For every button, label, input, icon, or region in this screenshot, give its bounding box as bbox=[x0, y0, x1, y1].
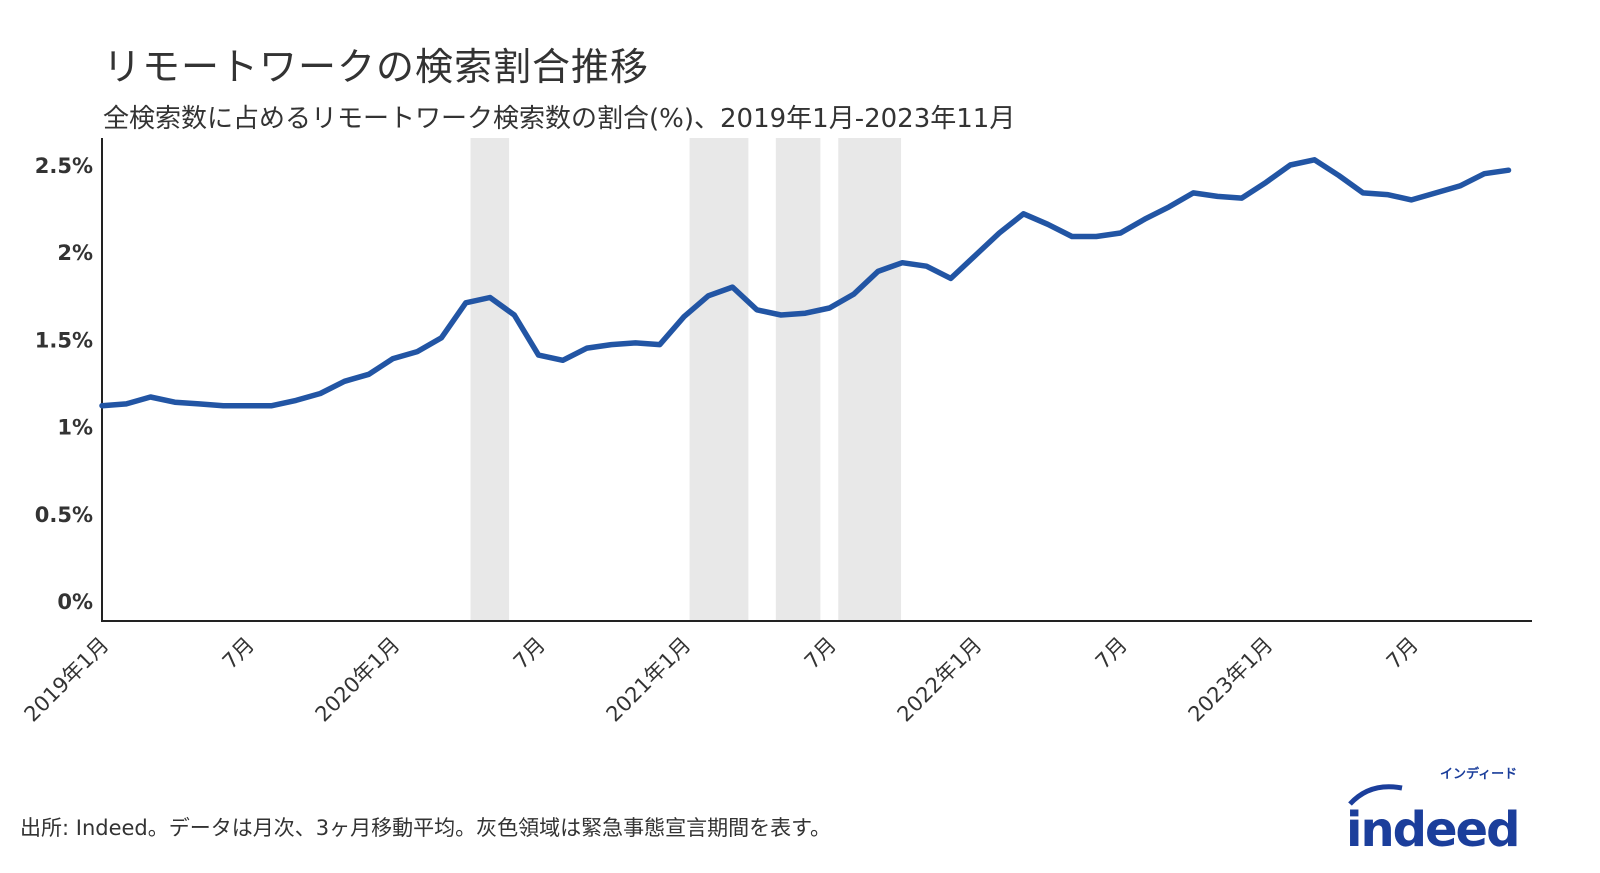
y-tick-label: 2.5% bbox=[35, 154, 93, 178]
shaded-periods bbox=[470, 138, 902, 621]
x-tick-label: 7月 bbox=[1091, 633, 1132, 674]
x-tick-label: 7月 bbox=[509, 633, 550, 674]
y-tick-label: 1.5% bbox=[35, 328, 93, 352]
x-axis-ticks: 2019年1月 7月 2020年1月 7月 2021年1月 7月 2022年1月 7月 2023… bbox=[20, 633, 1423, 727]
logo-arc bbox=[1348, 784, 1403, 806]
axes bbox=[101, 138, 1532, 622]
y-tick-label: 0.5% bbox=[35, 503, 93, 527]
x-tick-label: 7月 bbox=[800, 633, 841, 674]
indeed-logo-graphic: インディード indeed bbox=[1346, 766, 1520, 858]
x-tick-label: 7月 bbox=[218, 633, 259, 674]
source-note: 出所: Indeed。データは月次、3ヶ月移動平均。灰色領域は緊急事態宣言期間を… bbox=[20, 816, 832, 840]
shaded-period bbox=[775, 138, 821, 621]
chart-subtitle: 全検索数に占めるリモートワーク検索数の割合(%)、2019年1月-2023年11… bbox=[103, 104, 1016, 134]
x-tick-label: 2020年1月 bbox=[311, 633, 405, 727]
shaded-period bbox=[838, 138, 902, 621]
y-tick-label: 1% bbox=[57, 416, 93, 440]
logo-kana: インディード bbox=[1440, 766, 1517, 782]
x-tick-label: 2023年1月 bbox=[1184, 633, 1278, 727]
y-axis-ticks: 0% 0.5% 1% 1.5% 2% 2.5% bbox=[35, 154, 93, 614]
shaded-period bbox=[470, 138, 510, 621]
x-tick-label: 2022年1月 bbox=[893, 633, 987, 727]
x-tick-label: 2021年1月 bbox=[602, 633, 696, 727]
y-tick-label: 0% bbox=[57, 590, 93, 614]
y-tick-label: 2% bbox=[57, 241, 93, 265]
x-tick-label: 2019年1月 bbox=[20, 633, 114, 727]
series-lines bbox=[99, 157, 1512, 409]
chart-title: リモートワークの検索割合推移 bbox=[103, 45, 650, 89]
x-tick-label: 7月 bbox=[1382, 633, 1423, 674]
logo-wordmark: indeed bbox=[1346, 802, 1518, 858]
indeed-logo: インディード indeed bbox=[1336, 764, 1546, 864]
shaded-period bbox=[689, 138, 749, 621]
